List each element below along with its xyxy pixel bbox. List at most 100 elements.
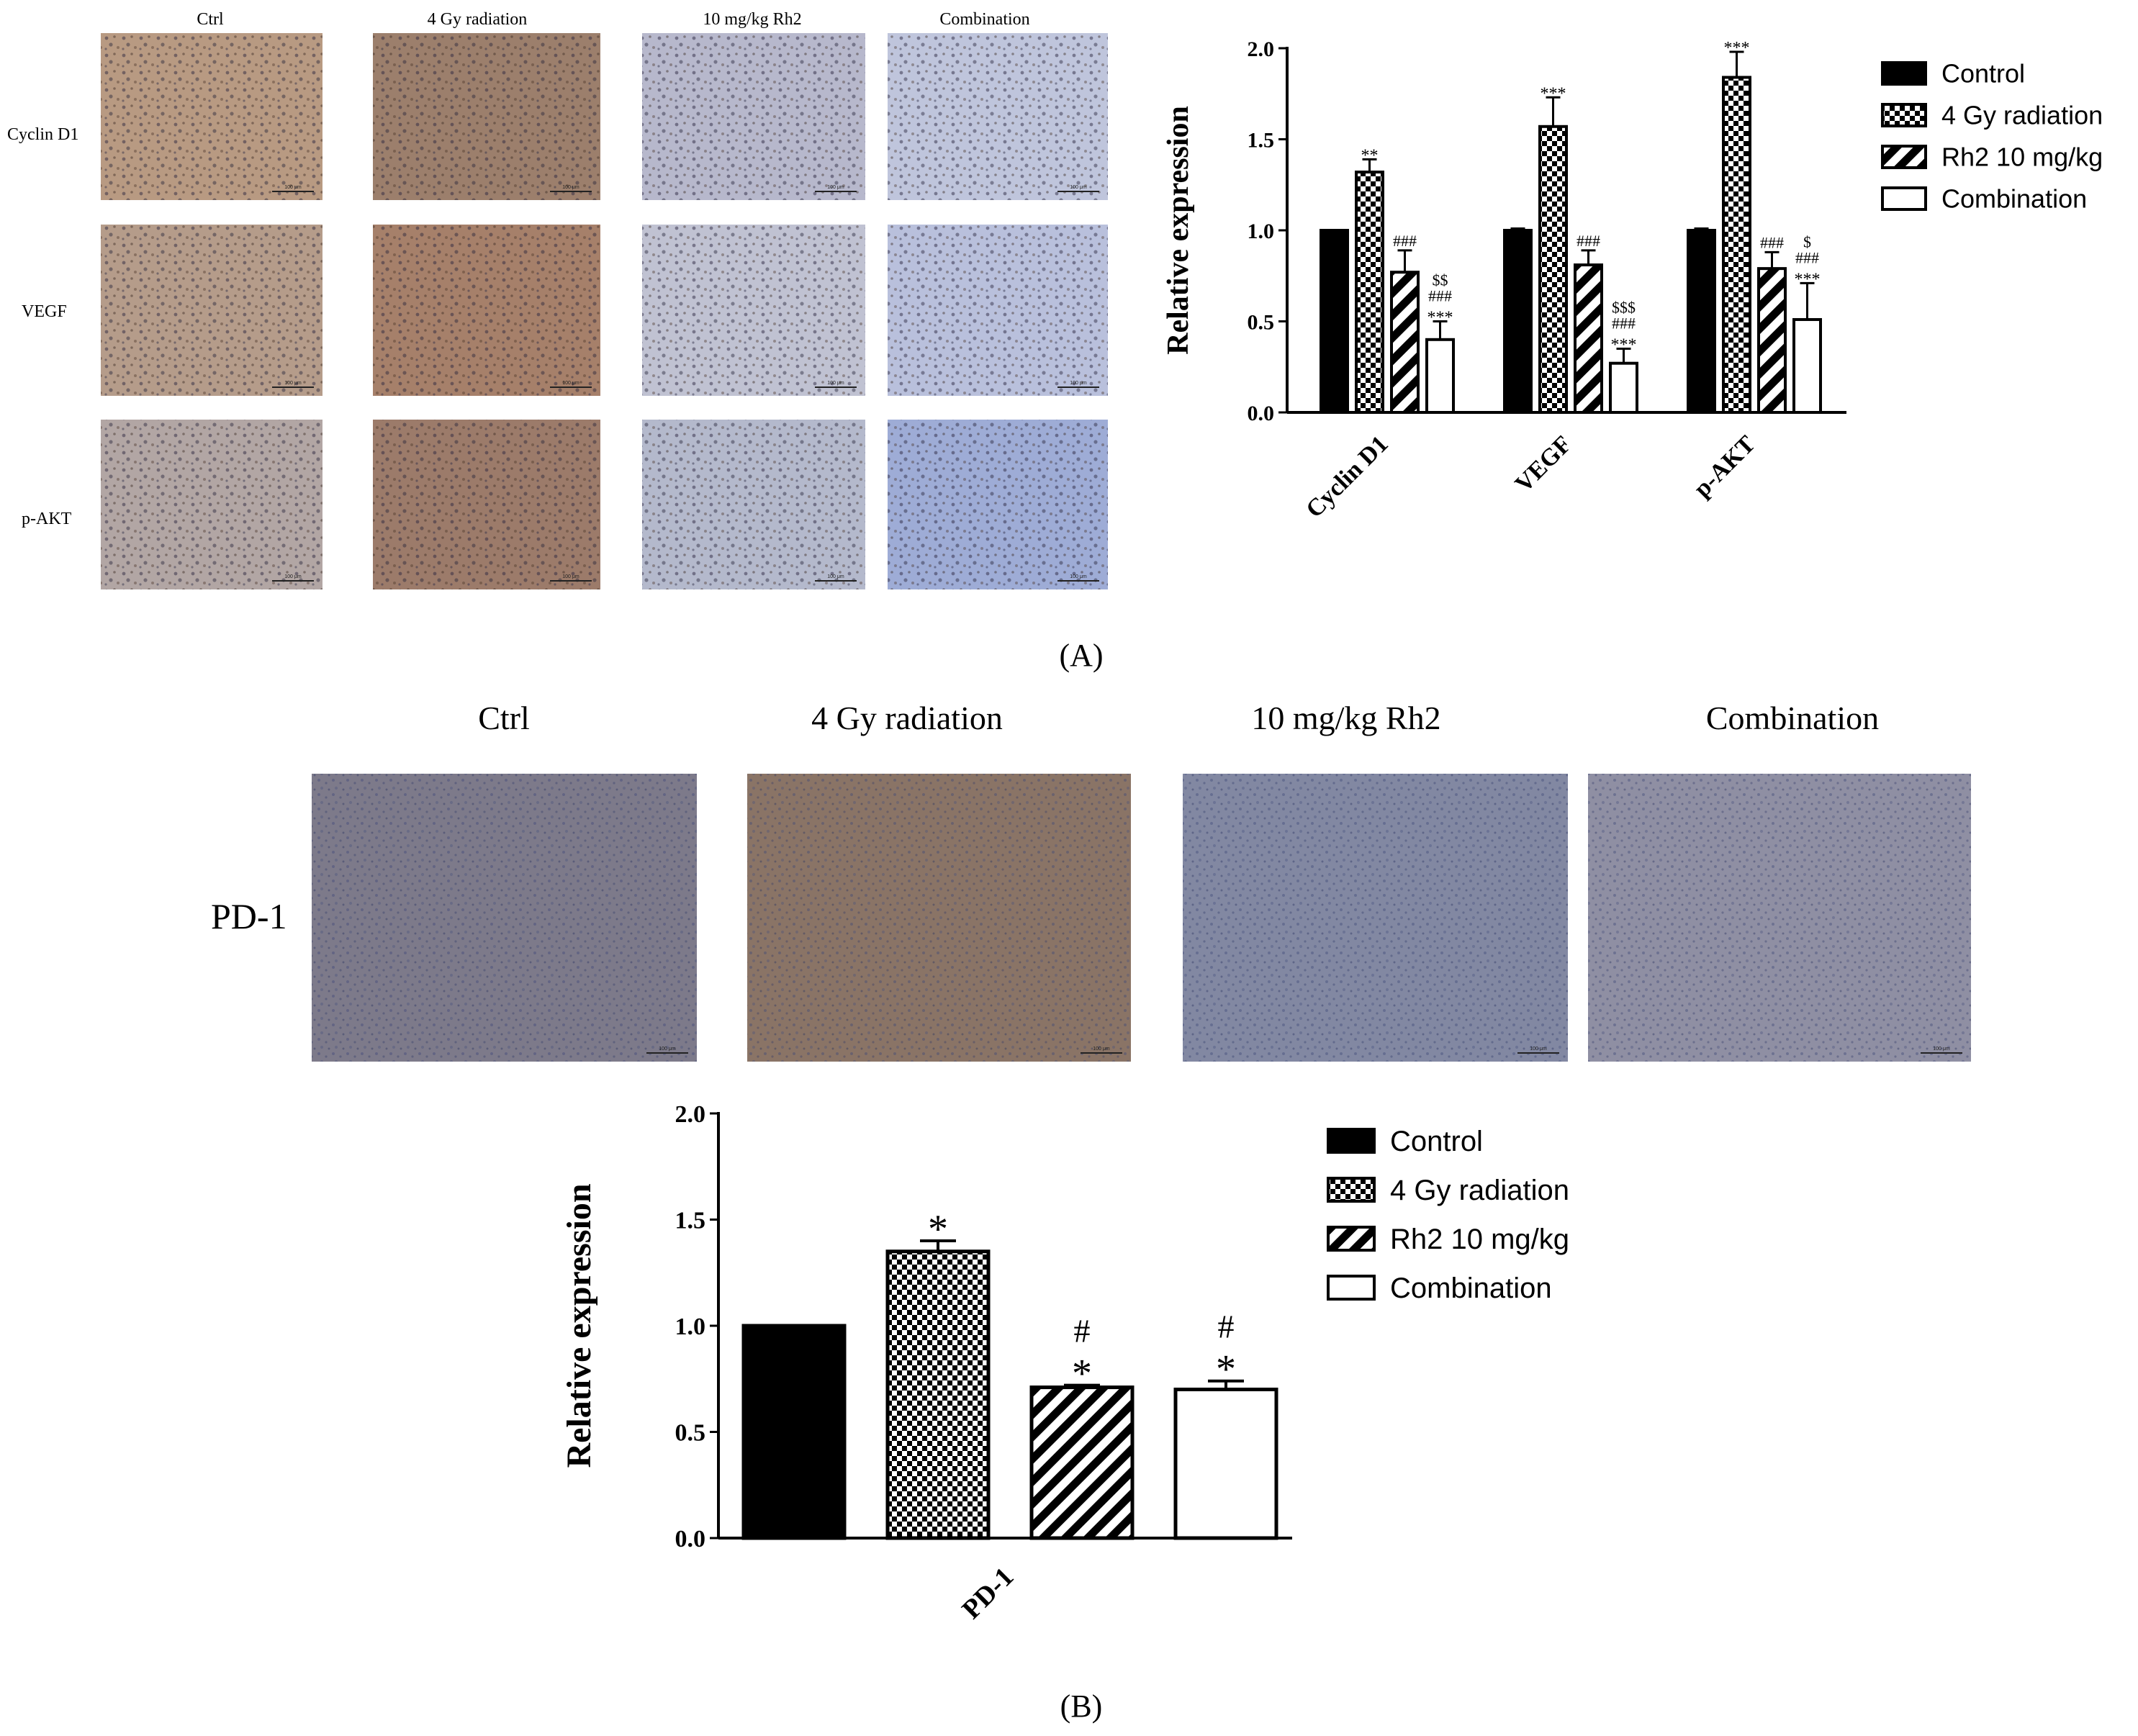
y-tick-label: 2.0 — [675, 1101, 706, 1128]
y-tick-label: 0.0 — [1248, 402, 1275, 425]
col-header-combination-a: Combination — [939, 10, 1029, 29]
panel-label-a: (A) — [1059, 638, 1103, 673]
bar — [1687, 229, 1716, 414]
micrograph-texture — [373, 225, 600, 396]
legend-swatch — [1327, 1128, 1376, 1154]
micrograph-texture — [642, 225, 865, 396]
significance-label: ### — [1428, 287, 1452, 305]
legend-label: Control — [1941, 59, 2025, 89]
significance-label: ### — [1577, 232, 1600, 250]
col-header-ctrl-b: Ctrl — [478, 700, 530, 736]
category-label: Cyclin D1 — [1301, 430, 1393, 523]
row-label-vegf: VEGF — [22, 302, 67, 321]
panel-a-micrographs: 100 μm 100 μm 100 μm 100 μm 100 μm 100 μm 100 … — [101, 33, 1108, 589]
scale-bar-label: 100 μm — [827, 185, 844, 190]
row-label-cyclin-d1: Cyclin D1 — [7, 125, 78, 144]
scale-bar-label: 100 μm — [1070, 185, 1087, 190]
scale-bar-label: 100 μm — [1933, 1046, 1950, 1052]
col-header-radiation-a: 4 Gy radiation — [428, 10, 528, 29]
bar — [1320, 229, 1349, 414]
significance-label: *** — [1795, 270, 1821, 289]
row-label-p-akt: p-AKT — [22, 510, 72, 528]
scale-bar-label: 100 μm — [1070, 381, 1087, 386]
row-label-pd-1: PD-1 — [211, 896, 287, 936]
micrograph-texture — [373, 33, 600, 200]
significance-label: * — [1216, 1347, 1236, 1392]
col-header-rh2-a: 10 mg/kg Rh2 — [703, 10, 801, 29]
scale-bar-label: 100 μm — [562, 574, 579, 579]
scale-bar-label: 100 μm — [284, 574, 302, 579]
scale-bar-label: 100 μm — [1070, 574, 1087, 579]
legend-swatch — [1881, 61, 1927, 86]
micrograph-texture — [888, 33, 1108, 200]
legend-label: Rh2 10 mg/kg — [1390, 1224, 1569, 1255]
legend-a: Control 4 Gy radiation Rh2 10 mg/kg Combina… — [1881, 59, 2103, 214]
panel-a-row-labels: Cyclin D1 VEGF p-AKT — [7, 125, 78, 528]
legend-swatch — [1881, 103, 1927, 127]
significance-label: *** — [1541, 84, 1566, 103]
bar — [741, 1324, 847, 1540]
micrograph-texture — [312, 774, 697, 1062]
legend-swatch — [1327, 1226, 1376, 1252]
bar — [1503, 229, 1533, 414]
panel-b-column-headers: Ctrl 4 Gy radiation 10 mg/kg Rh2 Combina… — [478, 700, 1879, 736]
col-header-ctrl-a: Ctrl — [197, 10, 224, 29]
y-axis-label: Relative expression — [1162, 106, 1195, 355]
significance-label: $$ — [1433, 271, 1448, 289]
y-tick-label: 1.0 — [1248, 220, 1275, 243]
panel-label-b: (B) — [1060, 1688, 1103, 1724]
micrograph-texture — [747, 774, 1131, 1062]
micrograph-texture — [888, 225, 1108, 396]
legend-label: Rh2 10 mg/kg — [1941, 143, 2103, 172]
significance-label: ** — [1361, 146, 1379, 165]
bar — [1609, 361, 1638, 414]
scale-bar-label: 100 μm — [1093, 1046, 1110, 1052]
micrograph-texture — [1183, 774, 1568, 1062]
micrograph-texture — [1588, 774, 1971, 1062]
significance-label: ### — [1393, 232, 1417, 250]
bar — [1390, 271, 1420, 414]
category-label: p-AKT — [1689, 430, 1761, 502]
bar — [1574, 263, 1603, 414]
bar — [1355, 171, 1384, 414]
legend-label: 4 Gy radiation — [1941, 101, 2103, 130]
significance-label: # — [1218, 1308, 1235, 1345]
y-axis-label: Relative expression — [560, 1183, 598, 1468]
category-label: VEGF — [1510, 430, 1577, 497]
panel-a-column-headers: Ctrl 4 Gy radiation 10 mg/kg Rh2 Combina… — [197, 10, 1029, 29]
bar — [885, 1249, 991, 1540]
micrograph-texture — [101, 420, 322, 589]
y-tick-label: 1.0 — [675, 1314, 706, 1340]
bar — [1173, 1388, 1278, 1540]
bar — [1722, 76, 1751, 414]
bar — [1757, 267, 1787, 414]
legend-swatch — [1881, 186, 1927, 211]
micrograph-texture — [373, 420, 600, 589]
significance-label: *** — [1724, 39, 1750, 58]
scale-bar-label: 100 μm — [659, 1046, 676, 1052]
legend-b: Control 4 Gy radiation Rh2 10 mg/kg Combina… — [1327, 1126, 1569, 1304]
bar — [1792, 317, 1822, 414]
bar — [1425, 338, 1455, 414]
col-header-combination-b: Combination — [1706, 700, 1879, 736]
col-header-radiation-b: 4 Gy radiation — [811, 700, 1003, 736]
y-tick-label: 1.5 — [1248, 128, 1275, 152]
significance-label: $$$ — [1612, 298, 1636, 316]
micrograph-texture — [101, 33, 322, 200]
micrograph-texture — [888, 420, 1108, 589]
significance-label: ### — [1795, 248, 1819, 266]
scale-bar-label: 100 μm — [1530, 1046, 1547, 1052]
significance-label: *** — [1611, 335, 1637, 354]
significance-label: ### — [1760, 233, 1784, 251]
legend-swatch — [1327, 1177, 1376, 1203]
scale-bar-label: 100 μm — [284, 185, 302, 190]
significance-label: * — [928, 1207, 948, 1252]
legend-label: Control — [1390, 1126, 1483, 1157]
col-header-rh2-b: 10 mg/kg Rh2 — [1251, 700, 1440, 736]
significance-label: *** — [1427, 309, 1453, 327]
bar — [1029, 1385, 1135, 1540]
scale-bar-label: 100 μm — [562, 381, 579, 386]
